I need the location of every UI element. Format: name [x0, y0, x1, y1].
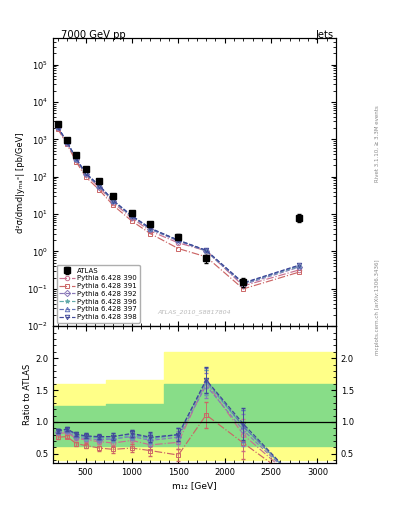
Pythia 6.428 396	[97, 183, 102, 189]
Pythia 6.428 398	[204, 247, 209, 253]
Pythia 6.428 398	[176, 237, 181, 243]
Line: Pythia 6.428 392: Pythia 6.428 392	[55, 125, 301, 287]
Pythia 6.428 396	[241, 281, 246, 287]
Pythia 6.428 390	[74, 157, 79, 163]
Pythia 6.428 390	[111, 200, 116, 206]
Text: ATLAS_2010_S8817804: ATLAS_2010_S8817804	[158, 309, 231, 315]
Pythia 6.428 392	[97, 184, 102, 190]
Pythia 6.428 398	[83, 170, 88, 176]
Pythia 6.428 391	[64, 141, 69, 147]
Line: Pythia 6.428 396: Pythia 6.428 396	[55, 124, 301, 286]
Pythia 6.428 391	[74, 159, 79, 165]
Pythia 6.428 396	[130, 214, 134, 220]
Pythia 6.428 391	[55, 126, 60, 132]
Pythia 6.428 397	[176, 237, 181, 243]
Text: mcplots.cern.ch [arXiv:1306.3436]: mcplots.cern.ch [arXiv:1306.3436]	[375, 260, 380, 355]
Pythia 6.428 392	[111, 198, 116, 204]
Pythia 6.428 398	[130, 213, 134, 219]
Pythia 6.428 391	[83, 174, 88, 180]
Pythia 6.428 398	[297, 262, 301, 268]
Pythia 6.428 391	[297, 269, 301, 275]
Pythia 6.428 392	[83, 171, 88, 177]
Pythia 6.428 398	[241, 280, 246, 286]
Line: Pythia 6.428 391: Pythia 6.428 391	[55, 126, 301, 291]
Pythia 6.428 398	[55, 124, 60, 130]
Pythia 6.428 392	[64, 139, 69, 145]
Y-axis label: d²σ/dmᵢd|yₘₐˣ| [pb/GeV]: d²σ/dmᵢd|yₘₐˣ| [pb/GeV]	[16, 132, 25, 232]
Text: Rivet 3.1.10, ≥ 3.3M events: Rivet 3.1.10, ≥ 3.3M events	[375, 105, 380, 182]
Pythia 6.428 392	[148, 226, 153, 232]
Pythia 6.428 390	[97, 184, 102, 190]
Pythia 6.428 391	[111, 202, 116, 208]
Pythia 6.428 396	[74, 156, 79, 162]
Y-axis label: Ratio to ATLAS: Ratio to ATLAS	[23, 364, 32, 425]
Pythia 6.428 391	[176, 245, 181, 251]
Line: Pythia 6.428 398: Pythia 6.428 398	[55, 124, 301, 285]
Pythia 6.428 397	[297, 263, 301, 269]
Pythia 6.428 397	[83, 170, 88, 176]
Pythia 6.428 390	[176, 240, 181, 246]
Pythia 6.428 392	[55, 124, 60, 131]
Pythia 6.428 391	[97, 187, 102, 193]
Pythia 6.428 391	[241, 286, 246, 292]
Pythia 6.428 397	[74, 156, 79, 162]
Pythia 6.428 396	[83, 170, 88, 177]
Pythia 6.428 396	[176, 237, 181, 243]
Pythia 6.428 396	[55, 124, 60, 130]
Pythia 6.428 397	[64, 139, 69, 145]
Line: Pythia 6.428 397: Pythia 6.428 397	[55, 124, 301, 286]
Pythia 6.428 392	[297, 264, 301, 270]
Pythia 6.428 390	[83, 172, 88, 178]
Text: 7000 GeV pp: 7000 GeV pp	[61, 30, 125, 40]
Pythia 6.428 396	[111, 198, 116, 204]
Pythia 6.428 390	[297, 267, 301, 273]
Pythia 6.428 398	[97, 182, 102, 188]
Pythia 6.428 397	[55, 124, 60, 130]
Pythia 6.428 391	[130, 218, 134, 224]
Pythia 6.428 392	[241, 282, 246, 288]
Pythia 6.428 396	[148, 226, 153, 232]
Pythia 6.428 390	[204, 248, 209, 254]
Pythia 6.428 397	[204, 247, 209, 253]
Pythia 6.428 398	[148, 225, 153, 231]
Pythia 6.428 392	[176, 238, 181, 244]
Pythia 6.428 397	[97, 183, 102, 189]
Pythia 6.428 392	[204, 248, 209, 254]
Pythia 6.428 390	[148, 228, 153, 234]
Pythia 6.428 397	[241, 281, 246, 287]
Pythia 6.428 396	[204, 248, 209, 254]
Pythia 6.428 398	[74, 155, 79, 161]
Pythia 6.428 390	[241, 283, 246, 289]
Pythia 6.428 397	[111, 198, 116, 204]
Pythia 6.428 398	[111, 198, 116, 204]
Text: Jets: Jets	[316, 30, 334, 40]
Pythia 6.428 397	[148, 225, 153, 231]
X-axis label: m₁₂ [GeV]: m₁₂ [GeV]	[172, 481, 217, 490]
Legend: ATLAS, Pythia 6.428 390, Pythia 6.428 391, Pythia 6.428 392, Pythia 6.428 396, P: ATLAS, Pythia 6.428 390, Pythia 6.428 39…	[57, 265, 140, 323]
Pythia 6.428 392	[130, 214, 134, 220]
Pythia 6.428 390	[55, 124, 60, 131]
Pythia 6.428 390	[64, 140, 69, 146]
Pythia 6.428 397	[130, 213, 134, 219]
Pythia 6.428 396	[297, 263, 301, 269]
Pythia 6.428 396	[64, 139, 69, 145]
Pythia 6.428 398	[64, 139, 69, 145]
Pythia 6.428 391	[148, 230, 153, 237]
Line: Pythia 6.428 390: Pythia 6.428 390	[55, 125, 301, 288]
Pythia 6.428 391	[204, 254, 209, 260]
Pythia 6.428 392	[74, 156, 79, 162]
Pythia 6.428 390	[130, 215, 134, 221]
